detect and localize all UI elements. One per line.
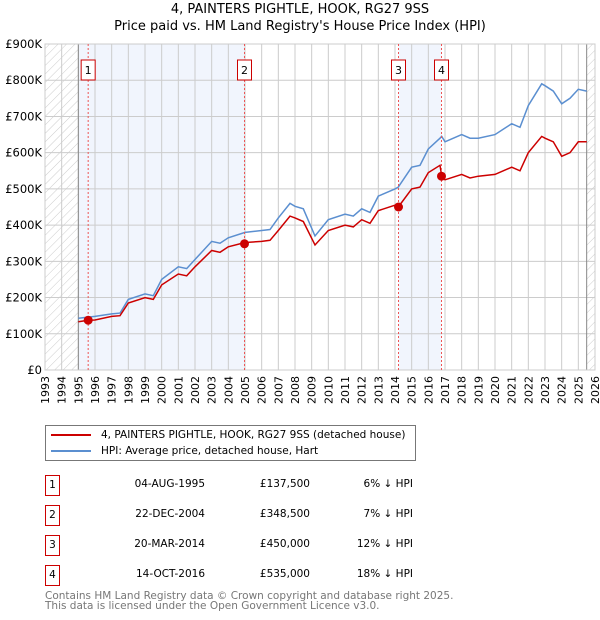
- x-tick-label: 2000: [156, 376, 169, 404]
- plot-frame: [44, 43, 596, 371]
- hpi-line: [78, 82, 587, 319]
- marker-badge: 4: [45, 565, 60, 586]
- hpi-diff: 6% ↓ HPI: [363, 478, 413, 490]
- legend-swatch-red: [51, 434, 91, 436]
- sale-price: £450,000: [259, 538, 310, 550]
- chart-subtitle: Price paid vs. HM Land Registry's House …: [114, 19, 486, 34]
- y-tick-label: £100K: [5, 327, 42, 341]
- sale-label: 2: [241, 64, 248, 77]
- marker-badge: 2: [45, 505, 60, 526]
- legend-item-hpi: HPI: Average price, detached house, Hart: [51, 445, 318, 457]
- sale-price: £137,500: [259, 478, 310, 490]
- x-tick-label: 2012: [356, 376, 369, 404]
- x-tick-label: 2003: [206, 376, 219, 404]
- x-tick-label: 2023: [539, 376, 552, 404]
- table-row: 1 04-AUG-1995 £137,500 6% ↓ HPI: [45, 475, 465, 497]
- x-tick-label: 2004: [222, 376, 235, 404]
- x-tick-label: 2013: [372, 376, 385, 404]
- footer-copyright: Contains HM Land Registry data © Crown c…: [45, 590, 454, 602]
- x-tick-label: 1999: [139, 376, 152, 404]
- y-tick-label: £800K: [5, 73, 42, 87]
- sale-point: [240, 239, 249, 249]
- x-tick-label: 2014: [389, 376, 402, 404]
- y-tick-label: £900K: [5, 37, 42, 51]
- sale-label-box: [391, 59, 406, 81]
- y-tick-label: £200K: [5, 291, 42, 305]
- sale-point: [83, 315, 93, 325]
- sale-date: 22-DEC-2004: [135, 508, 205, 520]
- sale-label-box: [237, 59, 252, 81]
- marker-badge: 3: [45, 535, 60, 556]
- sale-date: 20-MAR-2014: [134, 538, 205, 550]
- sale-label: 4: [438, 64, 445, 77]
- y-tick-label: £500K: [5, 182, 42, 196]
- x-tick-label: 2015: [406, 376, 419, 404]
- chart-title: 4, PAINTERS PIGHTLE, HOOK, RG27 9SS: [170, 2, 430, 17]
- sale-label-box: [434, 59, 449, 81]
- legend-label: HPI: Average price, detached house, Hart: [101, 445, 319, 457]
- x-tick-label: 2005: [239, 376, 252, 404]
- property-price-line: [78, 135, 587, 323]
- hpi-diff: 7% ↓ HPI: [363, 508, 413, 520]
- y-tick-label: £600K: [5, 146, 42, 160]
- sale-label-box: [80, 59, 96, 81]
- x-tick-label: 2002: [189, 376, 202, 404]
- price-chart: 1 2 3 4 1993 1994 1995 1996 1997 1998 1999 2000 2001…: [5, 37, 600, 404]
- x-tick-label: 1998: [122, 376, 135, 404]
- x-tick-label: 2011: [339, 376, 352, 404]
- x-tick-label: 2008: [289, 376, 302, 404]
- x-tick-label: 2010: [322, 376, 335, 404]
- x-tick-label: 1994: [56, 376, 69, 404]
- footer-licence: This data is licensed under the Open Gov…: [45, 600, 380, 612]
- sale-date: 04-AUG-1995: [134, 478, 205, 490]
- x-tick-label: 1996: [89, 376, 102, 404]
- x-tick-label: 1993: [39, 376, 52, 404]
- x-tick-label: 2025: [572, 376, 585, 404]
- x-tick-label: 2006: [256, 376, 269, 404]
- hatched-region-after: [586, 44, 595, 370]
- y-tick-label: £700K: [5, 109, 42, 123]
- table-row: 2 22-DEC-2004 £348,500 7% ↓ HPI: [45, 505, 465, 527]
- x-tick-label: 2019: [472, 376, 485, 404]
- y-tick-label: £400K: [5, 218, 42, 232]
- legend-label: 4, PAINTERS PIGHTLE, HOOK, RG27 9SS (det…: [101, 429, 406, 441]
- sale-point: [437, 171, 446, 181]
- hpi-diff: 12% ↓ HPI: [356, 538, 413, 550]
- x-tick-label: 1997: [106, 376, 119, 404]
- shaded-ownership-period: [398, 44, 442, 370]
- sale-date: 14-OCT-2016: [136, 568, 205, 580]
- x-tick-label: 2001: [172, 376, 185, 404]
- y-tick-label: £300K: [5, 254, 42, 268]
- chart-legend: 4, PAINTERS PIGHTLE, HOOK, RG27 9SS (det…: [45, 425, 416, 461]
- sale-point: [394, 202, 403, 212]
- sale-price: £348,500: [259, 508, 310, 520]
- x-tick-label: 2018: [456, 376, 469, 404]
- marker-badge: 1: [45, 475, 60, 496]
- legend-item-property: 4, PAINTERS PIGHTLE, HOOK, RG27 9SS (det…: [51, 429, 405, 441]
- y-tick-label: £0: [27, 363, 42, 377]
- x-tick-label: 2017: [439, 376, 452, 404]
- x-tick-label: 2026: [589, 376, 600, 404]
- table-row: 3 20-MAR-2014 £450,000 12% ↓ HPI: [45, 535, 465, 557]
- x-tick-label: 2022: [522, 376, 535, 404]
- x-tick-label: 2016: [422, 376, 435, 404]
- x-tick-label: 2007: [272, 376, 285, 404]
- sale-label: 3: [395, 64, 402, 77]
- sale-label: 1: [85, 64, 92, 77]
- x-tick-label: 2024: [556, 376, 569, 404]
- x-tick-label: 1995: [72, 376, 85, 404]
- hpi-diff: 18% ↓ HPI: [356, 568, 413, 580]
- x-tick-label: 2021: [506, 376, 519, 404]
- x-tick-label: 2009: [306, 376, 319, 404]
- sale-price: £535,000: [259, 568, 310, 580]
- legend-swatch-blue: [51, 450, 91, 452]
- x-tick-label: 2020: [489, 376, 502, 404]
- table-row: 4 14-OCT-2016 £535,000 18% ↓ HPI: [45, 565, 465, 587]
